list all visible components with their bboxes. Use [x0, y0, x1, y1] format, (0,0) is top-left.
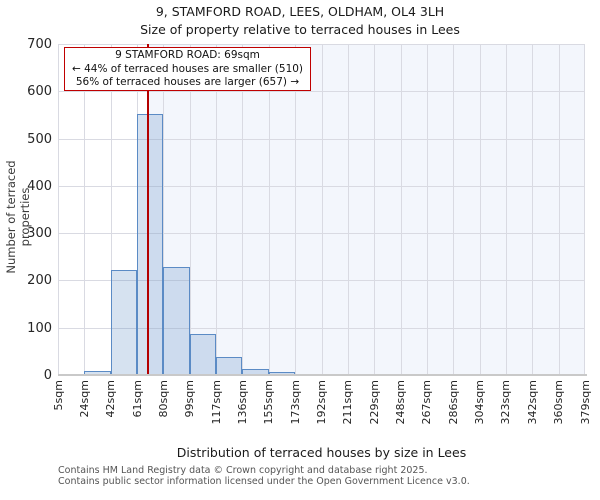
- y-tick-label: 200: [27, 273, 52, 289]
- v-gridline: [453, 44, 455, 375]
- v-gridline: [532, 44, 534, 375]
- v-gridline: [426, 44, 428, 375]
- y-tick-label: 700: [27, 37, 52, 52]
- x-axis-label: Distribution of terraced houses by size …: [176, 445, 467, 460]
- v-gridline: [479, 44, 481, 375]
- v-gridline: [163, 44, 165, 375]
- histogram-bar: [242, 369, 269, 375]
- v-gridline: [400, 44, 402, 375]
- x-tick-label: 323sqm: [499, 380, 513, 425]
- histogram-bar: [163, 267, 190, 375]
- histogram-bar: [110, 270, 138, 375]
- x-tick-label: 5sqm: [51, 380, 65, 411]
- v-gridline: [584, 44, 585, 375]
- histogram-bar: [268, 372, 296, 375]
- x-tick-label: 117sqm: [209, 380, 223, 425]
- x-tick-label: 61sqm: [130, 380, 144, 418]
- plot-area: [58, 44, 585, 376]
- v-gridline: [110, 44, 112, 375]
- histogram-bar: [216, 356, 243, 375]
- x-axis-line: [58, 374, 587, 376]
- v-gridline: [58, 44, 59, 375]
- y-tick-label: 0: [43, 368, 52, 383]
- y-tick-label: 100: [27, 320, 52, 336]
- x-tick-label: 192sqm: [315, 380, 328, 425]
- x-tick-label: 99sqm: [183, 380, 197, 418]
- x-tick-label: 229sqm: [367, 380, 381, 425]
- x-tick-label: 304sqm: [473, 380, 487, 425]
- v-gridline: [558, 44, 560, 375]
- v-gridline: [216, 44, 218, 375]
- v-gridline: [347, 44, 349, 375]
- y-tick-label: 300: [27, 226, 52, 242]
- annotation-larger-stat: 56% of terraced houses are larger (657) …: [75, 76, 300, 88]
- x-tick-label: 173sqm: [288, 380, 302, 425]
- x-tick-label: 248sqm: [394, 380, 408, 425]
- x-tick-label: 211sqm: [341, 380, 355, 425]
- chart-subtitle: Size of property relative to terraced ho…: [140, 22, 460, 37]
- y-tick-label: 400: [27, 178, 52, 194]
- x-tick-label: 379sqm: [578, 380, 592, 425]
- attribution-footer: Contains HM Land Registry data © Crown c…: [58, 465, 598, 487]
- chart-title: 9, STAMFORD ROAD, LEES, OLDHAM, OL4 3LH: [155, 4, 445, 19]
- v-gridline: [374, 44, 376, 375]
- footer-line-1: Contains HM Land Registry data © Crown c…: [58, 465, 428, 476]
- annotation-smaller-stat: ← 44% of terraced houses are smaller (51…: [71, 62, 304, 75]
- annotation-box: 9 STAMFORD ROAD: 69sqm ← 44% of terraced…: [64, 47, 311, 91]
- histogram-bar: [84, 371, 111, 375]
- v-gridline: [268, 44, 270, 375]
- footer-line-2: Contains public sector information licen…: [58, 476, 470, 487]
- v-gridline: [321, 44, 323, 375]
- x-tick-label: 360sqm: [552, 380, 566, 425]
- x-tick-label: 286sqm: [446, 380, 460, 425]
- v-gridline: [505, 44, 507, 375]
- larger-properties-shaded-region: [148, 44, 585, 375]
- x-tick-label: 42sqm: [104, 380, 118, 418]
- x-tick-label: 24sqm: [77, 380, 91, 418]
- histogram-bar: [137, 113, 164, 375]
- x-tick-label: 342sqm: [525, 380, 539, 425]
- v-gridline: [295, 44, 297, 375]
- x-tick-label: 80sqm: [156, 380, 170, 418]
- y-tick-label: 600: [27, 84, 52, 100]
- x-tick-label: 155sqm: [262, 380, 276, 425]
- v-gridline: [242, 44, 244, 375]
- v-gridline: [84, 44, 86, 375]
- y-tick-label: 500: [27, 131, 52, 147]
- x-tick-label: 267sqm: [420, 380, 434, 425]
- v-gridline: [189, 44, 191, 375]
- property-size-marker-line: [147, 44, 149, 375]
- x-tick-label: 136sqm: [235, 380, 249, 425]
- histogram-bar: [189, 333, 217, 375]
- annotation-address-size: 9 STAMFORD ROAD: 69sqm: [115, 49, 260, 61]
